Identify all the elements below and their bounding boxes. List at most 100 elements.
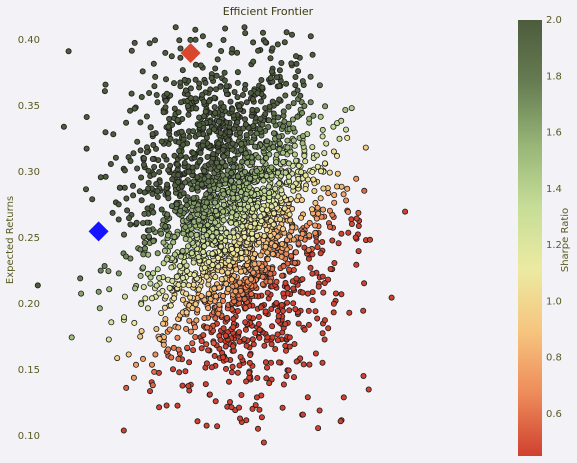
scatter-point [280, 158, 287, 165]
scatter-point [254, 232, 261, 239]
scatter-point [277, 216, 284, 223]
scatter-point [105, 268, 112, 275]
scatter-point [212, 398, 219, 405]
scatter-point [282, 347, 289, 354]
scatter-point [116, 184, 123, 191]
scatter-point [263, 375, 270, 382]
scatter-point [161, 247, 168, 254]
scatter-point [302, 172, 309, 179]
scatter-point [156, 335, 163, 342]
scatter-point [299, 276, 306, 283]
scatter-point [236, 103, 243, 110]
scatter-point [342, 107, 349, 114]
scatter-point [188, 231, 195, 238]
scatter-point [147, 280, 154, 287]
scatter-point [206, 128, 213, 135]
scatter-point [247, 351, 254, 358]
scatter-point [170, 344, 177, 351]
scatter-point [230, 343, 237, 350]
scatter-point [102, 81, 109, 88]
scatter-point [168, 264, 175, 271]
scatter-point [242, 30, 249, 37]
scatter-point [289, 224, 296, 231]
scatter-point [257, 304, 264, 311]
scatter-point [115, 216, 122, 223]
scatter-point [109, 209, 116, 216]
scatter-point [201, 167, 208, 174]
scatter-point [304, 394, 311, 401]
scatter-point [83, 145, 90, 152]
scatter-point [226, 233, 233, 240]
scatter-point [149, 190, 156, 197]
scatter-point [233, 220, 240, 227]
scatter-point [182, 223, 189, 230]
scatter-point [270, 144, 277, 151]
scatter-point [198, 181, 205, 188]
scatter-point [213, 72, 220, 79]
scatter-point [101, 262, 108, 269]
scatter-point [278, 187, 285, 194]
scatter-point [238, 391, 245, 398]
scatter-point [177, 79, 184, 86]
scatter-point [270, 221, 277, 228]
scatter-point [254, 425, 261, 432]
scatter-point [245, 203, 252, 210]
scatter-point [343, 197, 350, 204]
scatter-point [220, 292, 227, 299]
colorbar [518, 20, 542, 456]
scatter-point [183, 325, 190, 332]
scatter-point [249, 106, 256, 113]
scatter-point [153, 325, 160, 332]
chart-title: Efficient Frontier [223, 5, 314, 18]
scatter-point [273, 299, 280, 306]
scatter-point [326, 207, 333, 214]
scatter-point [200, 98, 207, 105]
scatter-point [276, 83, 283, 90]
scatter-point [288, 252, 295, 259]
scatter-point [312, 222, 319, 229]
scatter-point [268, 203, 275, 210]
scatter-point [222, 365, 229, 372]
scatter-point [283, 80, 290, 87]
scatter-point [170, 295, 177, 302]
scatter-point [220, 191, 227, 198]
scatter-point [182, 87, 189, 94]
scatter-point [243, 342, 250, 349]
scatter-point [206, 391, 213, 398]
min-volatility-marker [88, 221, 109, 242]
scatter-point [179, 247, 186, 254]
scatter-point [183, 262, 190, 269]
scatter-point [234, 173, 241, 180]
scatter-point [230, 315, 237, 322]
scatter-point [34, 282, 41, 289]
scatter-point [332, 290, 339, 297]
scatter-point [292, 53, 299, 60]
scatter-point [265, 183, 272, 190]
scatter-point [230, 163, 237, 170]
scatter-point [243, 132, 250, 139]
scatter-point [166, 115, 173, 122]
scatter-point [269, 334, 276, 341]
scatter-point [142, 295, 149, 302]
scatter-point [317, 168, 324, 175]
scatter-point [130, 192, 137, 199]
scatter-point [269, 250, 276, 257]
scatter-point [362, 144, 369, 151]
scatter-point [191, 271, 198, 278]
scatter-point [293, 358, 300, 365]
scatter-point [192, 26, 199, 33]
scatter-point [83, 114, 90, 121]
scatter-point [284, 137, 291, 144]
scatter-point [288, 60, 295, 67]
scatter-point [261, 187, 268, 194]
scatter-point [187, 328, 194, 335]
scatter-point [137, 119, 144, 126]
scatter-point [314, 163, 321, 170]
scatter-point [147, 124, 154, 131]
scatter-point [230, 229, 237, 236]
scatter-point [235, 404, 242, 411]
scatter-point [360, 307, 367, 314]
scatter-point [312, 199, 319, 206]
scatter-point [285, 266, 292, 273]
